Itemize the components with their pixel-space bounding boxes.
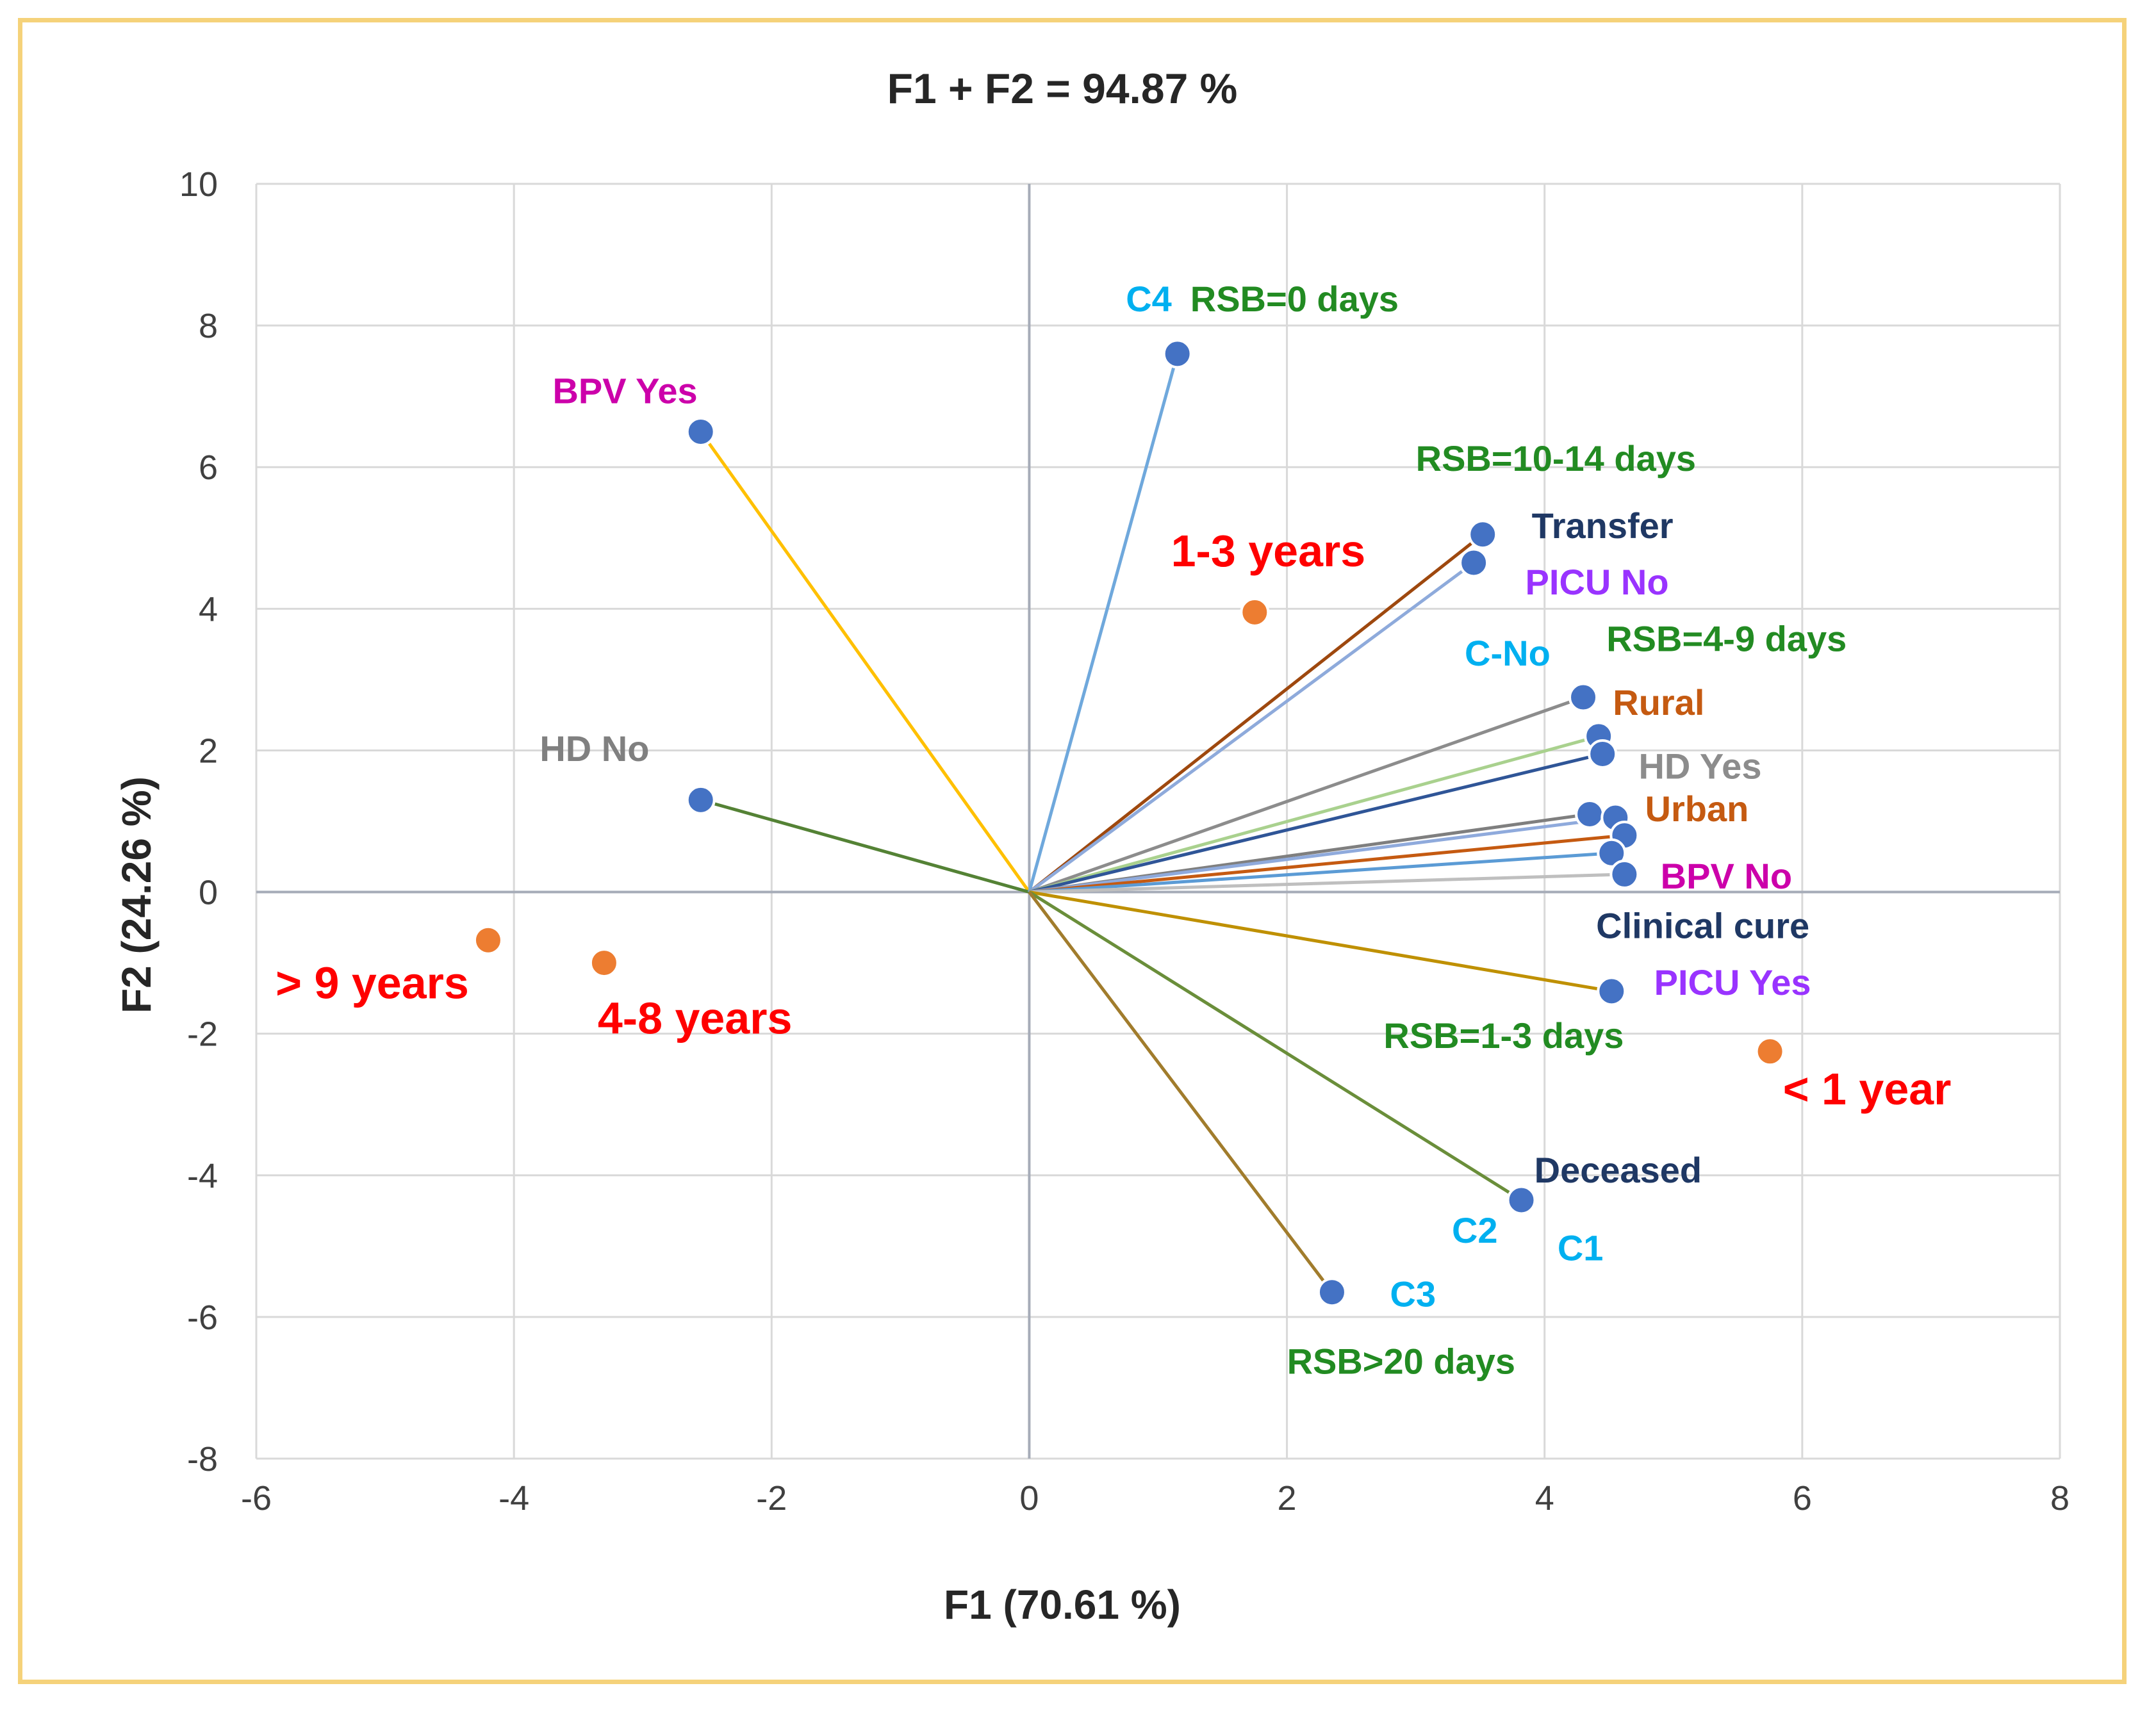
variable-point: [1568, 682, 1599, 712]
vector-line: [1028, 752, 1603, 894]
y-tick-label: -4: [187, 1157, 218, 1195]
point-label: BPV Yes: [552, 371, 697, 411]
y-tick-label: 8: [199, 307, 218, 345]
point-label: HD No: [539, 728, 649, 769]
y-tick-label: -2: [187, 1015, 218, 1054]
point-label: C3: [1390, 1273, 1436, 1314]
chart-frame: -6 -4 -2 0 2 4 6 8 -8 -6 -4 -2 0 2 4 6 8 10 C4 RSB=0 days B…: [18, 18, 2127, 1684]
variable-point: [686, 416, 716, 446]
variable-point: [1162, 339, 1192, 369]
vector-line: [1028, 353, 1180, 893]
point-label: Clinical cure: [1596, 905, 1809, 946]
x-tick-label: 4: [1535, 1479, 1554, 1518]
point-label: RSB=0 days: [1190, 279, 1399, 319]
variable-point: [1468, 520, 1498, 550]
point-label: Rural: [1613, 682, 1704, 723]
grid-lines: [255, 183, 2061, 1460]
biplot-chart: -6 -4 -2 0 2 4 6 8 -8 -6 -4 -2 0 2 4 6 8 10 C4 RSB=0 days B…: [113, 65, 2070, 1628]
y-tick-label: 10: [179, 165, 218, 204]
vector-line: [700, 798, 1030, 894]
x-tick-label: -2: [756, 1479, 787, 1518]
x-tick-label: -4: [498, 1479, 529, 1518]
point-label: 4-8 years: [598, 994, 793, 1044]
vector-line: [1028, 734, 1599, 894]
point-label: PICU Yes: [1654, 962, 1811, 1003]
variable-point: [1597, 976, 1627, 1006]
point-label: RSB>20 days: [1287, 1341, 1515, 1381]
point-label: Deceased: [1535, 1150, 1702, 1190]
variable-vectors: [699, 353, 1625, 1293]
vector-line: [1028, 696, 1584, 894]
x-tick-label: 6: [1793, 1479, 1812, 1518]
vector-line: [1029, 890, 1612, 993]
vector-line: [1029, 833, 1625, 894]
point-label: Transfer: [1532, 505, 1674, 546]
point-label: C-No: [1465, 633, 1551, 673]
y-tick-label: 2: [199, 732, 218, 770]
data-points: [473, 339, 1785, 1307]
point-label: RSB=4-9 days: [1606, 619, 1847, 659]
point-label: RSB=10-14 days: [1416, 438, 1696, 479]
point-label: C4: [1126, 279, 1172, 319]
point-label: C2: [1452, 1210, 1498, 1250]
y-tick-label: -6: [187, 1298, 218, 1337]
x-tick-label: 8: [2050, 1479, 2070, 1518]
vector-line: [1028, 890, 1522, 1202]
variable-point: [1317, 1277, 1347, 1307]
point-label: < 1 year: [1783, 1064, 1952, 1114]
vector-line: [1029, 872, 1625, 894]
observation-point: [589, 948, 619, 978]
point-label: C1: [1558, 1227, 1604, 1268]
vector-line: [1028, 561, 1475, 894]
tick-labels: -6 -4 -2 0 2 4 6 8 -8 -6 -4 -2 0 2 4 6 8 10: [179, 165, 2070, 1518]
variable-point: [1609, 859, 1640, 889]
point-label: HD Yes: [1638, 746, 1761, 787]
observation-point: [1755, 1036, 1785, 1067]
vector-line: [1029, 851, 1612, 894]
x-tick-label: 2: [1278, 1479, 1297, 1518]
y-tick-label: 0: [199, 874, 218, 912]
variable-point: [1506, 1185, 1536, 1215]
vector-line: [699, 430, 1031, 894]
variable-point: [1597, 838, 1627, 868]
point-label: 1-3 years: [1171, 526, 1366, 576]
y-tick-label: 4: [199, 590, 218, 628]
x-tick-label: -6: [241, 1479, 272, 1518]
point-label: BPV No: [1661, 856, 1792, 896]
y-tick-label: 6: [199, 448, 218, 487]
variable-point: [1459, 548, 1489, 578]
variable-point: [1588, 739, 1618, 769]
vector-line: [1028, 891, 1333, 1293]
variable-point: [1575, 799, 1605, 829]
x-axis-title: F1 (70.61 %): [944, 1582, 1181, 1628]
point-label: PICU No: [1526, 562, 1669, 602]
point-label: > 9 years: [276, 958, 469, 1008]
y-tick-label: -8: [187, 1440, 218, 1478]
observation-point: [1240, 597, 1270, 627]
y-axis-title: F2 (24.26 %): [113, 776, 160, 1013]
point-label: Urban: [1645, 789, 1749, 829]
x-tick-label: 0: [1019, 1479, 1039, 1518]
vector-line: [1029, 815, 1616, 894]
point-labels: C4 RSB=0 days BPV Yes RSB=10-14 days Transfe…: [276, 279, 1951, 1381]
variable-point: [686, 785, 716, 815]
vector-line: [1028, 533, 1484, 894]
chart-title: F1 + F2 = 94.87 %: [887, 65, 1238, 112]
observation-point: [473, 925, 503, 955]
point-label: RSB=1-3 days: [1383, 1015, 1624, 1056]
zero-axes: [256, 184, 2060, 1459]
